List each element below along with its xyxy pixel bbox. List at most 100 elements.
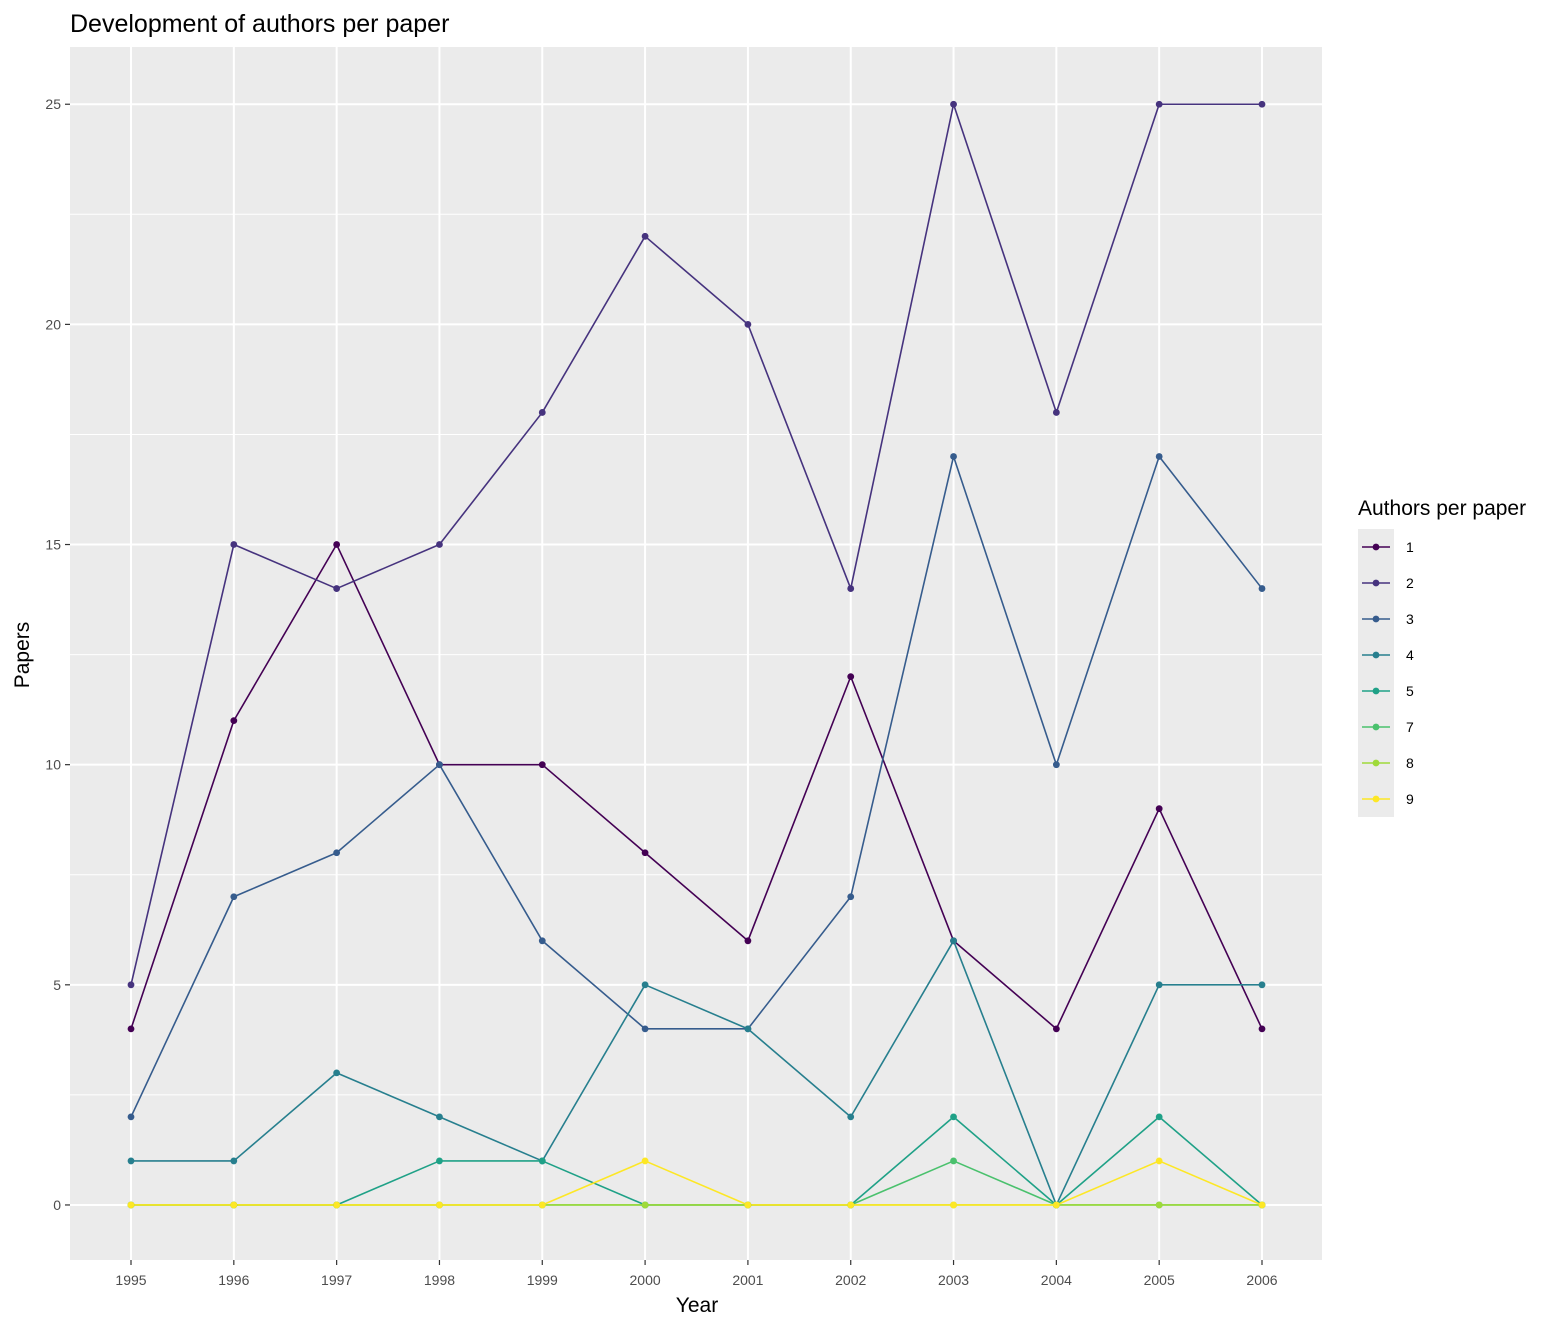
data-point-1 [641,849,649,857]
data-point-1 [127,1025,135,1033]
data-point-4 [436,1113,443,1121]
data-point-1 [230,717,238,725]
x-tick-label: 2002 [835,1272,866,1288]
legend-label-3: 3 [1406,611,1414,627]
data-point-4 [950,937,957,945]
x-tick-label: 2004 [1041,1272,1072,1288]
y-tick-label: 5 [53,977,61,993]
data-point-1 [1052,1025,1060,1033]
data-point-4 [1155,981,1163,989]
data-point-9 [230,1201,238,1209]
x-tick-label: 1996 [218,1272,249,1288]
data-point-2 [436,541,443,548]
data-point-2 [847,585,855,592]
y-tick-label: 10 [45,757,61,773]
data-point-3 [230,893,238,901]
y-tick-label: 15 [45,537,61,553]
data-point-1 [333,541,341,548]
data-point-3 [436,761,443,769]
data-point-8 [1155,1201,1163,1209]
data-point-3 [641,1025,649,1033]
data-point-1 [1155,805,1163,813]
x-tick-label: 1995 [115,1272,146,1288]
data-point-2 [230,541,238,548]
legend-key-point-1 [1372,543,1380,551]
x-tick-label: 2003 [938,1272,969,1288]
data-point-5 [950,1113,957,1121]
y-tick-label: 0 [53,1197,61,1213]
data-point-3 [538,937,546,945]
legend-key-point-2 [1372,579,1380,587]
data-point-3 [127,1113,135,1121]
legend-label-5: 5 [1406,683,1414,699]
data-point-7 [950,1157,957,1165]
data-point-2 [1155,100,1163,108]
data-point-2 [333,585,341,592]
data-point-3 [1155,453,1163,460]
data-point-3 [847,893,855,901]
data-point-3 [950,453,957,460]
y-axis: 0 5 10 15 20 25 [45,96,70,1213]
data-point-4 [1258,981,1266,989]
data-point-9 [847,1201,855,1209]
legend-key-point-4 [1372,651,1380,659]
x-tick-label: 2001 [732,1272,763,1288]
x-tick-label: 1998 [424,1272,455,1288]
data-point-5 [436,1157,443,1165]
data-point-4 [230,1157,238,1165]
data-point-3 [1052,761,1060,769]
data-point-1 [847,673,855,681]
legend-label-1: 1 [1406,539,1414,555]
data-point-9 [127,1201,135,1209]
series-line-3 [130,455,1263,1118]
data-point-2 [744,320,752,328]
legend-key-point-8 [1372,759,1380,767]
data-point-2 [641,232,649,240]
legend-label-9: 9 [1406,791,1414,807]
series-lines [130,103,1263,1206]
legend-key-point-3 [1372,615,1380,623]
chart-title: Development of authors per paper [70,10,449,38]
legend-key-point-7 [1372,723,1380,731]
series-line-1 [130,543,1263,1030]
data-point-9 [436,1201,443,1209]
data-point-1 [744,937,752,945]
legend-label-2: 2 [1406,575,1414,591]
series-line-4 [131,939,1262,1206]
plot-panel [70,47,1322,1260]
data-point-3 [1258,585,1266,592]
data-point-1 [538,761,546,769]
data-point-2 [950,100,957,108]
data-point-1 [1258,1025,1266,1033]
x-tick-label: 1997 [321,1272,352,1288]
data-point-3 [333,849,341,857]
data-point-4 [127,1157,135,1165]
series-line-9 [131,1160,1263,1206]
x-axis-title: Year [676,1294,718,1317]
legend-label-8: 8 [1406,755,1414,771]
data-point-9 [950,1201,957,1209]
legend-title: Authors per paper [1358,497,1526,520]
minor-gridlines [70,213,1322,1096]
data-point-5 [538,1157,546,1165]
data-point-4 [641,981,649,989]
x-tick-label: 1999 [527,1272,558,1288]
y-axis-title: Papers [11,622,34,689]
x-tick-label: 2005 [1144,1272,1175,1288]
data-point-2 [127,981,135,989]
x-axis: 1995 1996 1997 1998 1999 2000 2001 2002 2003 2004… [115,1260,1278,1288]
legend-label-7: 7 [1406,719,1414,735]
legend-key-point-9 [1372,795,1380,803]
x-tick-label: 2006 [1246,1272,1277,1288]
legend-key-background [1358,529,1394,817]
data-point-9 [641,1157,649,1165]
legend-label-4: 4 [1406,647,1414,663]
data-point-5 [1155,1113,1163,1121]
data-point-4 [847,1113,855,1121]
x-tick-label: 2000 [630,1272,661,1288]
data-point-8 [641,1201,649,1209]
y-tick-label: 20 [45,316,61,332]
data-point-9 [1052,1201,1060,1209]
legend: Authors per paper 1 2 3 4 5 7 8 9 [1358,497,1526,817]
data-point-9 [744,1201,752,1209]
